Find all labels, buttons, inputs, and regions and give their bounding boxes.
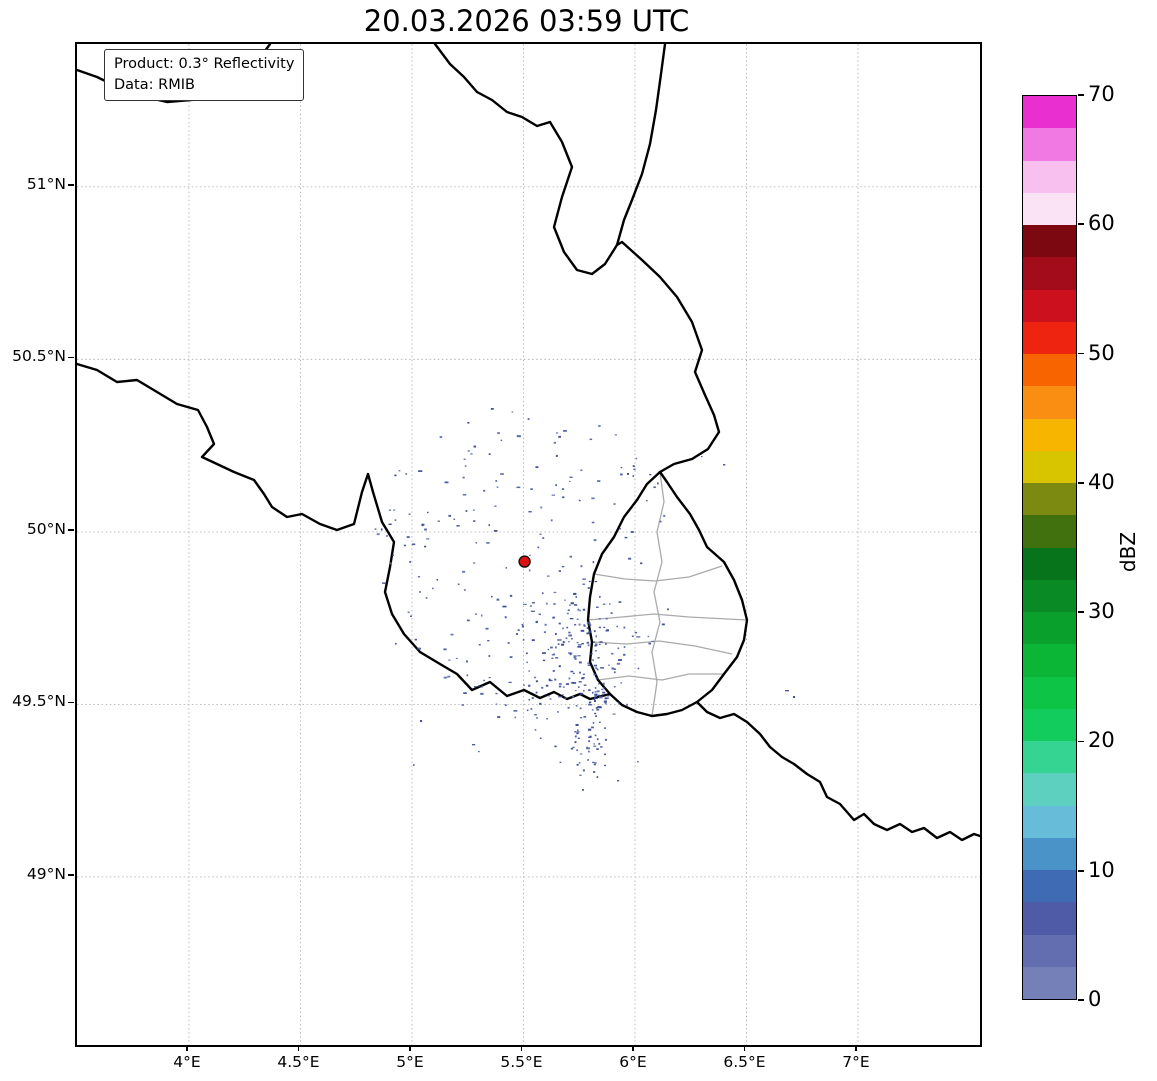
colorbar-tick-mark (1078, 352, 1084, 355)
country-borders (77, 44, 980, 842)
colorbar-tick-mark (1078, 999, 1084, 1001)
colorbar (1022, 95, 1077, 1000)
plot-title: 20.03.2026 03:59 UTC (363, 4, 690, 38)
info-product: Product: 0.3° Reflectivity (114, 56, 295, 72)
colorbar-segment (1023, 483, 1076, 516)
colorbar-segment (1023, 257, 1076, 290)
colorbar-tick-label: 30 (1088, 599, 1115, 624)
colorbar-segment (1023, 289, 1076, 322)
colorbar-tick-label: 20 (1088, 728, 1115, 753)
colorbar-tick-mark (1078, 740, 1084, 743)
colorbar-segment (1023, 741, 1076, 774)
x-tick-label: 5°E (396, 1053, 424, 1071)
colorbar-segment (1023, 160, 1076, 193)
x-tick-mark (186, 1045, 188, 1051)
colorbar-segment (1023, 418, 1076, 451)
colorbar-segment (1023, 579, 1076, 612)
x-tick-mark (409, 1045, 411, 1051)
colorbar-tick-label: 10 (1088, 857, 1115, 882)
x-tick-mark (855, 1045, 857, 1051)
y-tick-label: 49.5°N (12, 692, 66, 711)
colorbar-tick-mark (1078, 223, 1084, 226)
graticule-grid (77, 44, 980, 1045)
colorbar-tick-label: 50 (1088, 340, 1115, 365)
colorbar-segment (1023, 96, 1076, 129)
x-tick-label: 6.5°E (723, 1053, 766, 1071)
x-tick-mark (520, 1045, 523, 1051)
colorbar-segment (1023, 773, 1076, 806)
colorbar-tick-mark (1078, 482, 1084, 484)
colorbar-segment (1023, 354, 1076, 387)
y-tick-mark (68, 701, 74, 704)
colorbar-segment (1023, 386, 1076, 419)
luxembourg-district-borders (587, 471, 748, 717)
colorbar-segment (1023, 547, 1076, 580)
colorbar-unit-label: dBZ (1116, 531, 1141, 573)
colorbar-segment (1023, 805, 1076, 838)
colorbar-segment (1023, 225, 1076, 258)
colorbar-segment (1023, 708, 1076, 741)
y-tick-mark (68, 874, 74, 876)
x-tick-mark (297, 1045, 300, 1051)
colorbar-segment (1023, 966, 1076, 999)
colorbar-tick-label: 60 (1088, 211, 1115, 236)
colorbar-segment (1023, 192, 1076, 225)
colorbar-segment (1023, 644, 1076, 677)
colorbar-segment (1023, 321, 1076, 354)
colorbar-segment (1023, 676, 1076, 709)
colorbar-tick-label: 70 (1088, 82, 1115, 106)
x-tick-mark (743, 1045, 746, 1051)
colorbar-segment (1023, 128, 1076, 161)
colorbar-tick-mark (1078, 611, 1084, 613)
colorbar-segment (1023, 612, 1076, 645)
y-tick-mark (68, 184, 74, 186)
y-tick-label: 51°N (26, 174, 66, 193)
x-tick-mark (632, 1045, 634, 1051)
colorbar-segment (1023, 837, 1076, 870)
colorbar-segment (1023, 515, 1076, 548)
colorbar-segment (1023, 870, 1076, 903)
x-tick-label: 6°E (619, 1053, 647, 1071)
info-box: Product: 0.3° Reflectivity Data: RMIB (104, 49, 305, 102)
colorbar-tick-mark (1078, 869, 1084, 872)
colorbar-tick-label: 40 (1088, 469, 1115, 494)
y-tick-label: 50.5°N (12, 347, 66, 366)
y-tick-label: 50°N (26, 519, 66, 538)
colorbar-segment (1023, 902, 1076, 935)
x-tick-label: 4°E (173, 1053, 201, 1071)
map-plot-area (75, 42, 982, 1047)
colorbar-tick-label: 0 (1088, 987, 1102, 1011)
radar-site-marker (518, 555, 531, 568)
map-canvas (77, 44, 980, 1045)
x-tick-label: 5.5°E (500, 1053, 543, 1071)
info-data-source: Data: RMIB (114, 77, 195, 94)
x-tick-label: 7°E (842, 1053, 870, 1071)
y-tick-mark (68, 356, 74, 359)
colorbar-tick-mark (1078, 94, 1084, 96)
x-tick-label: 4.5°E (277, 1053, 320, 1071)
colorbar-segment (1023, 934, 1076, 967)
radar-echo-speckles (374, 407, 796, 791)
y-tick-mark (68, 529, 74, 531)
colorbar-segment (1023, 450, 1076, 483)
y-tick-label: 49°N (26, 864, 66, 883)
